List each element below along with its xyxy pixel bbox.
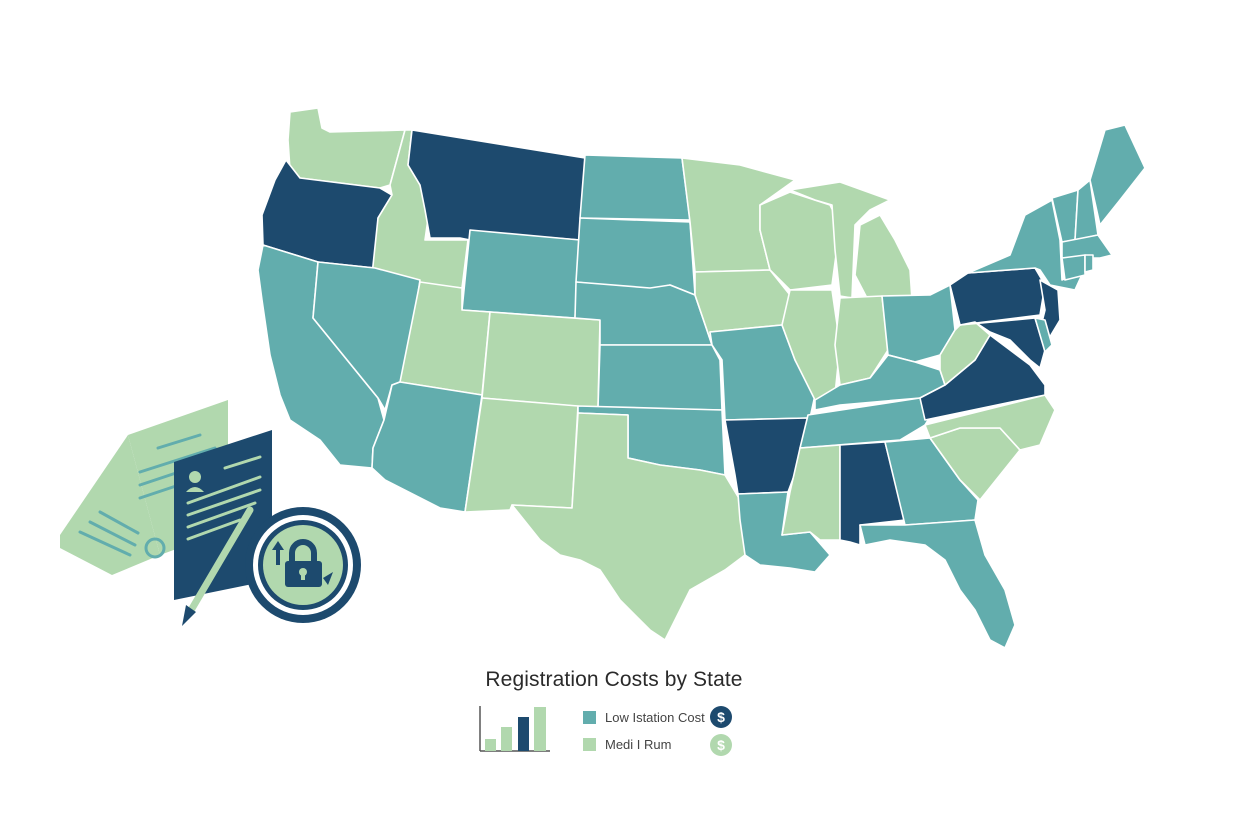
legend-swatch-medium (583, 738, 596, 751)
state-CO[interactable] (481, 311, 601, 409)
state-AZ[interactable] (371, 381, 483, 513)
document-illustration (60, 400, 361, 626)
mini-bar-chart-icon (479, 706, 550, 752)
dollar-coin-icon: $ (710, 734, 732, 756)
state-MI-lower[interactable] (854, 214, 913, 301)
state-FL[interactable] (859, 519, 1016, 649)
state-RI[interactable] (1084, 254, 1094, 273)
state-NM[interactable] (464, 397, 579, 513)
legend-label-medium: Medi I Rum (605, 737, 672, 752)
legend-swatch-low (583, 711, 596, 724)
legend-item-medium: Medi I Rum (583, 737, 671, 752)
state-ME[interactable] (1089, 124, 1146, 226)
state-KS[interactable] (597, 344, 723, 411)
state-NC[interactable] (924, 394, 1056, 451)
state-WY[interactable] (461, 229, 581, 319)
state-TX[interactable] (511, 412, 746, 641)
state-WA[interactable] (287, 107, 406, 189)
legend-item-low: Low Istation Cost (583, 710, 705, 725)
state-WI[interactable] (759, 191, 841, 291)
fountain-pen-icon (182, 506, 254, 626)
states-layer (257, 107, 1146, 649)
state-WV[interactable] (939, 321, 991, 386)
state-ND[interactable] (579, 154, 691, 221)
chart-title: Registration Costs by State (485, 668, 743, 691)
legend-label-low: Low Istation Cost (605, 710, 705, 725)
state-CT[interactable] (1061, 254, 1086, 281)
padlock-badge-icon (245, 507, 361, 623)
state-MT[interactable] (407, 129, 586, 241)
state-DE[interactable] (1034, 317, 1053, 353)
state-PA[interactable] (949, 267, 1046, 326)
state-MA[interactable] (1061, 234, 1113, 259)
dollar-coin-icon: $ (710, 706, 732, 728)
